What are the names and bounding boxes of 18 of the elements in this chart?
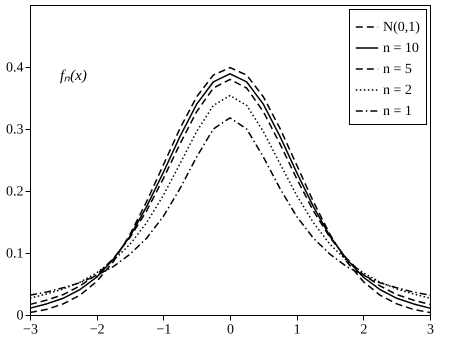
y-tick-label: 0 — [16, 308, 24, 324]
legend-label: N(0,1) — [383, 20, 420, 35]
x-tick-label: −1 — [156, 322, 172, 338]
legend-label: n = 5 — [383, 62, 412, 77]
x-tick-label: 3 — [427, 322, 434, 338]
legend-label: n = 10 — [383, 41, 419, 56]
y-tick-label: 0.3 — [6, 122, 24, 138]
x-tick-label: 2 — [360, 322, 368, 338]
x-tick-label: 1 — [294, 322, 301, 338]
y-tick-label: 0.1 — [6, 246, 24, 262]
x-tick-label: −3 — [23, 322, 38, 338]
legend-label: n = 2 — [383, 83, 412, 98]
legend-label: n = 1 — [383, 104, 412, 119]
x-tick-label: 0 — [227, 322, 234, 338]
x-tick-label: −2 — [90, 322, 105, 338]
annotation: fₙ(x) — [60, 68, 87, 84]
y-tick-label: 0.2 — [6, 184, 24, 200]
y-tick-label: 0.4 — [6, 60, 24, 76]
